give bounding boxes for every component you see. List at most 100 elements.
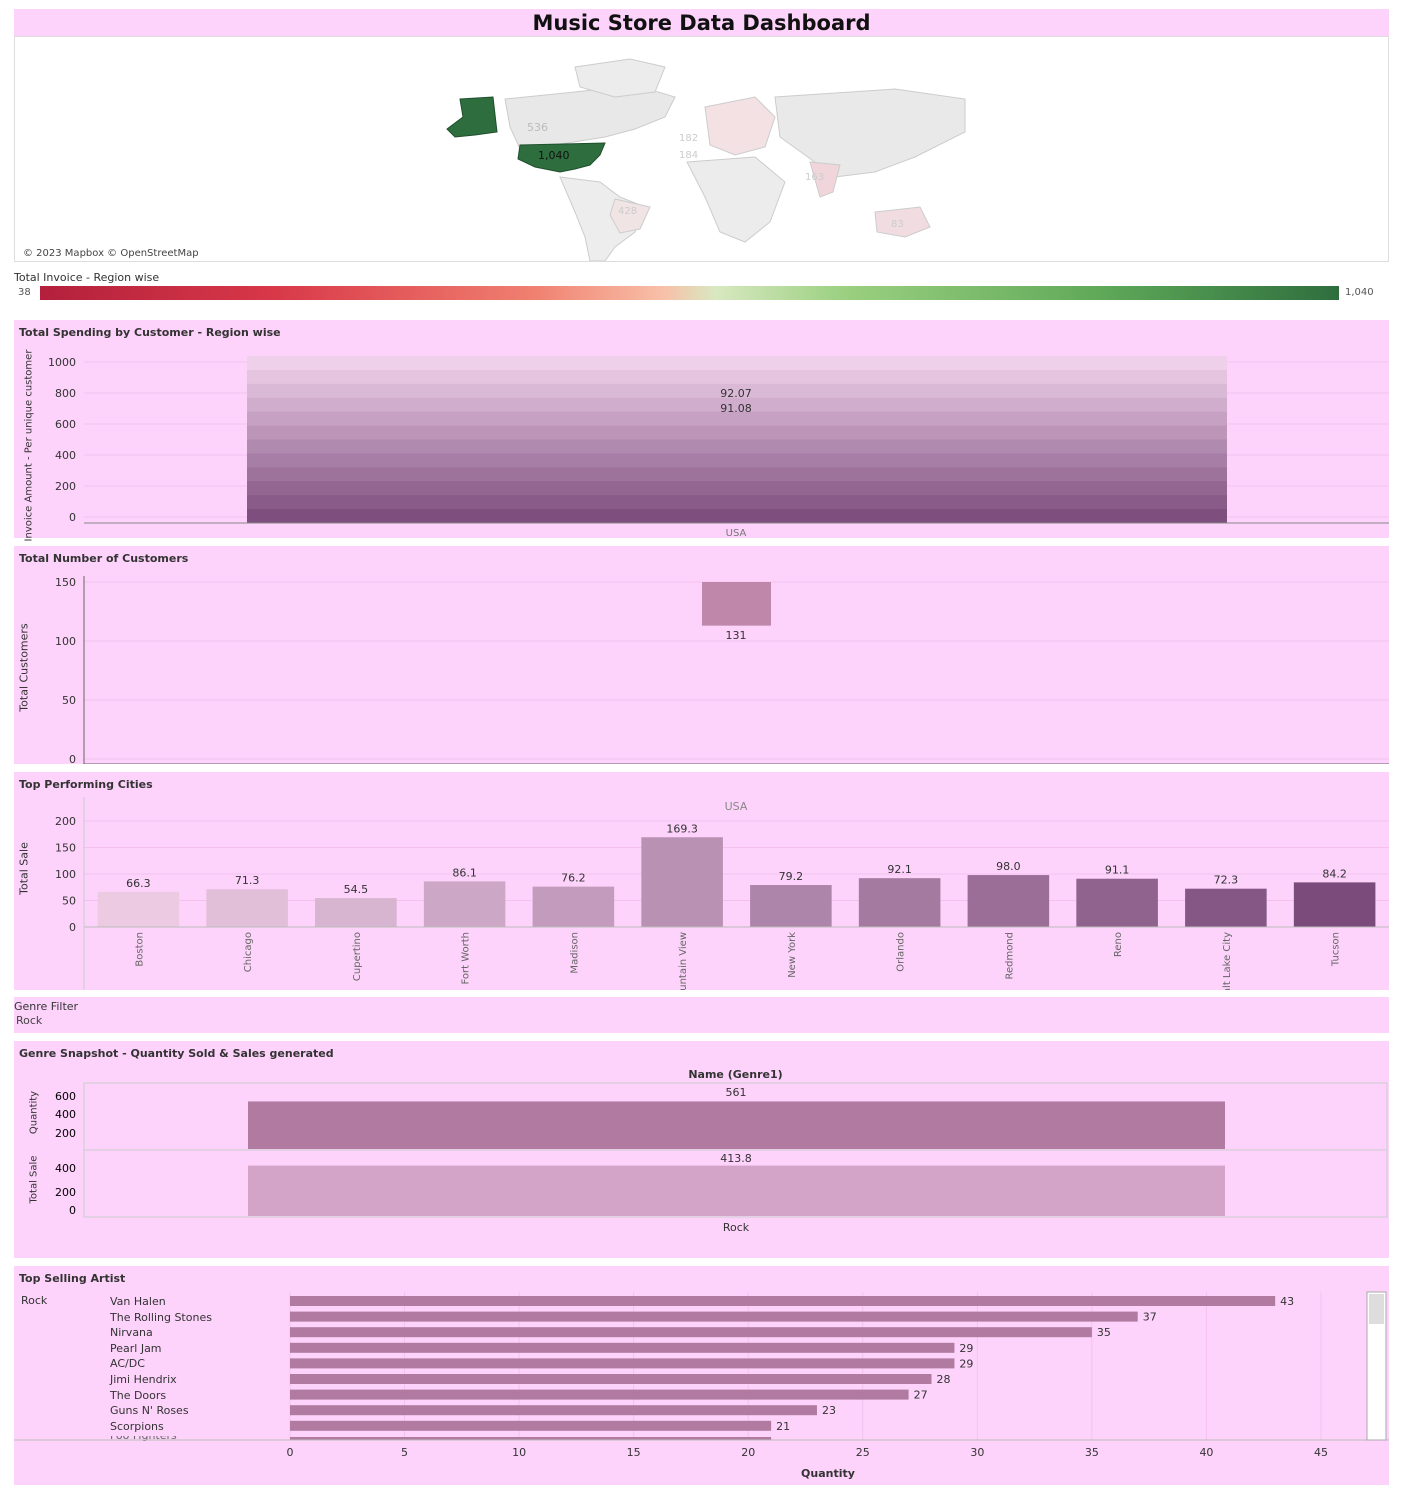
artists-x-tick: 25 xyxy=(856,1446,870,1459)
spending-chart[interactable]: 1000 800 600 400 200 0 92.07 91.08 USA xyxy=(14,320,1389,538)
world-map-svg[interactable]: 536 1,040 428 182 184 163 83 xyxy=(15,37,1388,261)
artist-value-label: 23 xyxy=(822,1404,836,1417)
city-tick-label: Reno xyxy=(1113,932,1124,957)
artists-scrollbar[interactable] xyxy=(1366,1291,1387,1441)
australia-region[interactable] xyxy=(874,206,931,238)
spending-label: 91.08 xyxy=(720,402,752,415)
city-tick-label: Boston xyxy=(134,932,145,967)
genre-filter-value[interactable]: Rock xyxy=(16,1014,43,1027)
city-bar xyxy=(1076,878,1158,927)
world-map[interactable]: 536 1,040 428 182 184 163 83 © 2023 Mapb… xyxy=(14,36,1389,262)
artist-value-label: 29 xyxy=(959,1342,973,1355)
cities-y-tick: 150 xyxy=(55,842,76,855)
usa-region[interactable] xyxy=(517,142,606,173)
south-america-region[interactable] xyxy=(559,176,646,261)
spending-bar-band xyxy=(247,397,1227,413)
genre-snapshot-chart[interactable]: 600 400 200 400 200 0 561 413.8 Rock xyxy=(14,1041,1389,1258)
artist-value-label: 28 xyxy=(937,1373,951,1386)
map-credit: © 2023 Mapbox © OpenStreetMap xyxy=(23,248,199,259)
genre-filter-title: Genre Filter xyxy=(14,1000,79,1013)
africa-region[interactable] xyxy=(686,156,786,243)
genre-column-header: Name (Genre1) xyxy=(688,1068,783,1081)
artist-bar xyxy=(290,1389,909,1400)
city-value-label: 86.1 xyxy=(452,866,477,879)
asia-region[interactable] xyxy=(774,88,966,178)
city-value-label: 66.3 xyxy=(126,877,151,890)
artist-value-label: 21 xyxy=(776,1420,790,1433)
artist-name[interactable]: Scorpions xyxy=(110,1419,164,1433)
artist-bar xyxy=(290,1358,955,1369)
city-bar xyxy=(97,891,180,927)
artists-x-tick: 15 xyxy=(627,1446,641,1459)
customers-chart[interactable]: 150 100 50 0 131 xyxy=(14,546,1389,764)
cities-y-tick: 50 xyxy=(62,895,76,908)
color-legend-bar[interactable] xyxy=(40,286,1339,300)
cities-y-tick: 200 xyxy=(55,815,76,828)
artist-name[interactable]: The Rolling Stones xyxy=(110,1310,212,1324)
spending-y-tick: 1000 xyxy=(48,356,76,369)
artist-name[interactable]: AC/DC xyxy=(110,1357,145,1371)
alaska-region[interactable] xyxy=(446,96,498,138)
artists-chart[interactable]: 43 37 35 29 29 28 27 23 21 0 5 10 15 20 25 30 35 40 45 Qu… xyxy=(14,1266,1389,1485)
city-bar xyxy=(858,878,941,927)
city-tick-label: Chicago xyxy=(243,932,254,972)
city-value-label: 72.3 xyxy=(1214,874,1239,887)
genre-qty-tick: 600 xyxy=(55,1090,76,1103)
spending-bar-band xyxy=(247,439,1227,454)
artist-name[interactable]: Van Halen xyxy=(110,1295,166,1308)
artist-value-label: 35 xyxy=(1097,1326,1111,1339)
artists-scrollbar-thumb[interactable] xyxy=(1369,1294,1384,1324)
genre-sale-bar xyxy=(248,1165,1225,1216)
cities-chart[interactable]: USA 200 150 100 50 0 66.3 Boston 71.3 Chicago 54… xyxy=(14,772,1389,990)
india-region[interactable] xyxy=(809,161,841,198)
customers-y-tick: 0 xyxy=(69,753,76,764)
city-bar xyxy=(967,875,1050,927)
legend-max-value: 1,040 xyxy=(1345,287,1374,298)
artist-name[interactable]: Pearl Jam xyxy=(110,1341,162,1355)
city-value-label: 98.0 xyxy=(996,860,1021,873)
customers-value-label: 131 xyxy=(726,629,747,642)
spending-y-tick: 600 xyxy=(55,418,76,431)
customers-bar xyxy=(702,582,771,626)
genre-sale-tick: 400 xyxy=(55,1162,76,1175)
city-tick-label: Mountain View xyxy=(678,932,689,990)
artist-name-partial: Foo Fighters xyxy=(110,1436,177,1441)
cities-y-tick: 0 xyxy=(69,921,76,934)
artist-name[interactable]: Guns N' Roses xyxy=(110,1404,189,1418)
customers-panel: Total Number of Customers Total Customer… xyxy=(14,546,1389,764)
artist-value-label: 27 xyxy=(914,1389,928,1402)
spending-bar-band xyxy=(247,383,1227,399)
spending-title: Total Spending by Customer - Region wise xyxy=(19,326,281,339)
artist-bar xyxy=(290,1327,1092,1338)
brazil-region[interactable] xyxy=(609,198,651,234)
genre-qty-tick: 200 xyxy=(55,1127,76,1140)
artists-x-tick: 20 xyxy=(741,1446,755,1459)
city-bar xyxy=(1185,888,1267,927)
city-value-label: 84.2 xyxy=(1322,867,1347,880)
spending-y-tick: 400 xyxy=(55,449,76,462)
europe-region[interactable] xyxy=(704,96,776,156)
dashboard-title: Music Store Data Dashboard xyxy=(14,9,1389,36)
spending-bar-band xyxy=(247,453,1227,468)
map-label: 163 xyxy=(805,172,824,183)
city-tick-label: Madison xyxy=(569,932,580,974)
artist-bar xyxy=(290,1296,1276,1306)
artists-x-tick: 5 xyxy=(401,1446,408,1459)
spending-panel: Total Spending by Customer - Region wise… xyxy=(14,320,1389,541)
spending-y-tick: 200 xyxy=(55,480,76,493)
genre-filter-panel[interactable]: Genre Filter Rock xyxy=(14,997,1389,1033)
map-label: 536 xyxy=(527,121,548,134)
genre-sale-frame xyxy=(83,1149,1388,1218)
genre-sale-tick: 200 xyxy=(55,1186,76,1199)
artist-name[interactable]: Jimi Hendrix xyxy=(110,1373,177,1386)
artist-name[interactable]: The Doors xyxy=(110,1388,167,1402)
spending-bar-band xyxy=(247,425,1227,440)
greenland-region[interactable] xyxy=(574,58,666,98)
artist-name[interactable]: Nirvana xyxy=(110,1326,153,1340)
canada-region[interactable] xyxy=(504,84,676,150)
city-tick-label: Fort Worth xyxy=(461,932,472,985)
city-value-label: 71.3 xyxy=(235,874,260,887)
cities-y-tick: 100 xyxy=(55,868,76,881)
legend-min-value: 38 xyxy=(18,287,31,298)
city-value-label: 79.2 xyxy=(779,870,804,883)
